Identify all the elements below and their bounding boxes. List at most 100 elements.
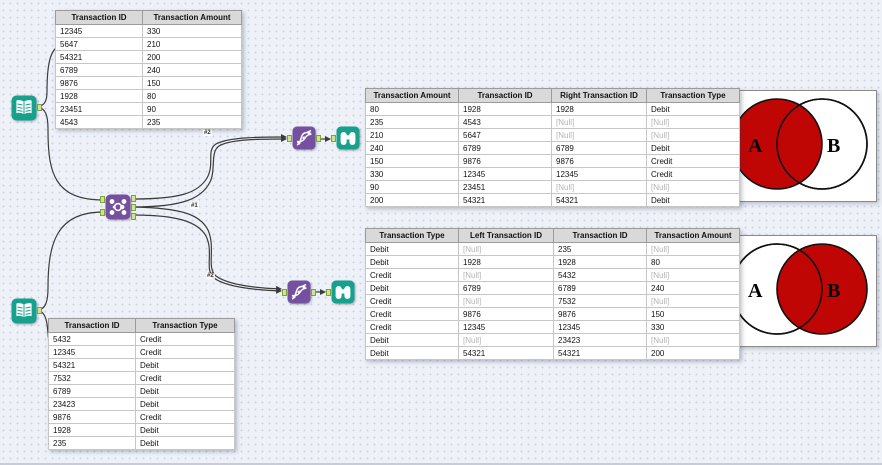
table-header-row: Transaction ID Transaction Type	[48, 318, 235, 333]
browse-bottom-input-anchor[interactable]	[326, 289, 331, 296]
table-cell: 12345	[458, 320, 554, 334]
union-bottom-input-anchor[interactable]	[282, 289, 287, 296]
table-cell: [Null]	[458, 242, 554, 256]
connection-join-J-to-union-top[interactable]	[132, 136, 287, 208]
union-icon	[287, 280, 311, 304]
table-cell: [Null]	[551, 180, 647, 194]
union-tool-bottom[interactable]	[287, 280, 311, 304]
table-cell: 9876	[48, 410, 136, 424]
join-output-anchor-J[interactable]	[131, 204, 136, 211]
table-header-row: Transaction ID Transaction Amount	[55, 10, 242, 25]
table-cell: 9876	[55, 76, 143, 90]
union-bottom-output-anchor[interactable]	[311, 289, 316, 296]
input-data-tool-top[interactable]	[11, 95, 37, 121]
input-bottom-output-anchor[interactable]	[37, 307, 42, 314]
column-header: Transaction Amount	[142, 10, 242, 25]
table-cell: Debit	[135, 436, 235, 450]
join-input-anchor-left[interactable]	[100, 196, 105, 203]
table-cell: [Null]	[551, 128, 647, 142]
table-cell: Debit	[365, 255, 459, 269]
left-join-result-table[interactable]: Transaction Amount Transaction ID Right Tr…	[365, 88, 740, 207]
table-cell: [Null]	[458, 294, 554, 308]
table-cell: Credit	[365, 268, 459, 282]
table-cell: [Null]	[646, 242, 740, 256]
table-cell: 6789	[553, 281, 647, 295]
connection-number-badge: #1	[190, 203, 199, 209]
table-cell: 54321	[458, 193, 552, 207]
join-tool[interactable]	[105, 194, 131, 220]
venn-right-outer-join[interactable]: A B	[720, 235, 877, 347]
browse-top-input-anchor[interactable]	[331, 135, 336, 142]
table-cell: 23451	[55, 102, 143, 116]
table-cell: 5432	[553, 268, 647, 282]
venn-label-a: A	[748, 135, 763, 157]
table-cell: Credit	[646, 167, 740, 181]
union-top-input-anchor[interactable]	[287, 135, 292, 142]
column-header: Transaction Type	[646, 88, 740, 103]
table-cell: Credit	[365, 307, 459, 321]
table-cell: 330	[365, 167, 459, 181]
table-cell: Credit	[135, 332, 235, 346]
table-row: 6789 Debit	[48, 384, 235, 398]
input-data-tool-bottom[interactable]	[11, 298, 37, 324]
table-cell: Debit	[646, 193, 740, 207]
table-row: 1928 80	[55, 89, 242, 103]
column-header: Left Transaction ID	[458, 228, 554, 243]
browse-tool-bottom[interactable]	[331, 280, 355, 304]
table-cell: 6789	[48, 384, 136, 398]
right-join-result-table[interactable]: Transaction Type Left Transaction ID Trans…	[365, 228, 740, 360]
join-output-anchor-L[interactable]	[131, 195, 136, 202]
column-header: Transaction Type	[135, 318, 235, 333]
table-cell: 54321	[55, 50, 143, 64]
browse-tool-top[interactable]	[336, 126, 360, 150]
venn-left-outer-join[interactable]: A B	[720, 90, 877, 202]
connection-join-L-to-union-top[interactable]	[132, 134, 287, 200]
union-icon	[292, 126, 316, 150]
column-header: Transaction ID	[458, 88, 552, 103]
connection-input1-to-join-L[interactable]	[36, 106, 104, 201]
table-row: 240 6789 6789 Debit	[365, 141, 740, 155]
union-tool-top[interactable]	[292, 126, 316, 150]
table-cell: 150	[142, 76, 242, 90]
table-cell: 23423	[48, 397, 136, 411]
table-cell: 4543	[458, 115, 552, 129]
table-cell: 1928	[458, 102, 552, 116]
table-row: Debit 54321 54321 200	[365, 346, 740, 360]
connection-join-J-to-union-bottom[interactable]	[132, 206, 282, 292]
connection-input2-to-join-R[interactable]	[36, 211, 104, 311]
table-cell: [Null]	[646, 180, 740, 194]
table-cell: 6789	[551, 141, 647, 155]
browse-binoculars-icon	[336, 126, 360, 150]
table-cell: Debit	[135, 358, 235, 372]
table-row: 7532 Credit	[48, 371, 235, 385]
table-cell: 12345	[48, 345, 136, 359]
table-cell: 235	[48, 436, 136, 450]
column-header: Transaction ID	[48, 318, 136, 333]
connection-join-R-to-union-bottom[interactable]	[132, 214, 282, 294]
table-header-row: Transaction Amount Transaction ID Right Tr…	[365, 88, 740, 103]
table-cell: [Null]	[646, 333, 740, 347]
table-cell: 1928	[55, 89, 143, 103]
table-row: 6789 240	[55, 63, 242, 77]
table-cell: Debit	[365, 281, 459, 295]
table-row: Debit 1928 1928 80	[365, 255, 740, 269]
input-top-output-anchor[interactable]	[37, 104, 42, 111]
join-input-anchor-right[interactable]	[100, 209, 105, 216]
input-bottom-preview-table[interactable]: Transaction ID Transaction Type 5432 Credit…	[48, 318, 235, 450]
table-cell: 1928	[553, 255, 647, 269]
union-top-output-anchor[interactable]	[316, 135, 321, 142]
table-row: 235 4543 [Null] [Null]	[365, 115, 740, 129]
table-row: 23451 90	[55, 102, 242, 116]
connection-input1-to-preview[interactable]	[36, 47, 57, 108]
join-output-anchor-R[interactable]	[131, 213, 136, 220]
input-top-preview-table[interactable]: Transaction ID Transaction Amount 12345 330…	[55, 10, 242, 129]
table-cell: 23451	[458, 180, 552, 194]
table-row: 12345 Credit	[48, 345, 235, 359]
venn-label-b: B	[827, 280, 840, 302]
connection-number-badge: #2	[203, 130, 212, 136]
table-cell: 6789	[55, 63, 143, 77]
table-cell: 6789	[458, 141, 552, 155]
browse-binoculars-icon	[331, 280, 355, 304]
